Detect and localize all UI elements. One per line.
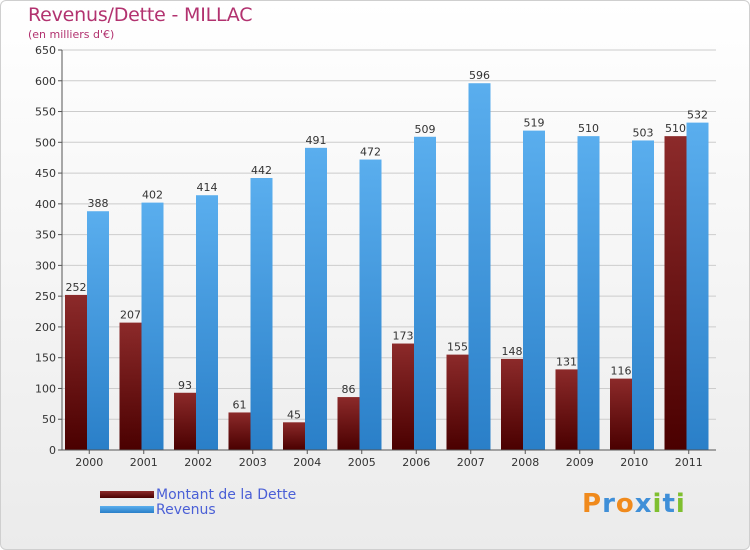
data-label: 596 [469,69,490,82]
y-tick-label: 400 [35,198,56,211]
x-tick-label: 2008 [511,456,539,469]
data-label: 491 [306,134,327,147]
bar-revenus [577,136,600,450]
bar-revenus [414,136,436,450]
bar-revenus [468,83,491,450]
data-label: 45 [287,408,301,421]
x-tick-label: 2002 [184,456,212,469]
data-label: 472 [360,146,381,159]
logo-letter: o [615,489,635,519]
y-tick-label: 100 [35,382,56,395]
bar-dette [664,136,687,450]
y-tick-label: 250 [35,290,56,303]
data-label: 116 [611,365,632,378]
bar-dette [392,343,414,450]
bar-revenus [87,211,109,450]
data-label: 519 [524,117,545,130]
proxiti-logo: Proxiti [582,489,686,519]
bar-dette [174,392,196,450]
x-tick-label: 2007 [457,456,485,469]
chart-title: Revenus/Dette - MILLAC [28,4,253,26]
x-tick-label: 2005 [348,456,376,469]
bar-revenus [359,159,382,451]
data-label: 61 [233,398,247,411]
bar-revenus [196,195,218,450]
x-tick-label: 2010 [620,456,648,469]
bar-revenus [686,122,709,450]
legend-item-revenus: Revenus [100,501,296,518]
bar-dette [337,397,360,450]
y-tick-label: 50 [42,413,56,426]
y-tick-label: 600 [35,75,56,88]
data-label: 86 [342,383,356,396]
y-tick-label: 150 [35,352,56,365]
data-label: 155 [447,341,468,354]
bar-revenus [632,140,654,450]
bar-dette [228,412,251,450]
y-tick-label: 550 [35,106,56,119]
logo-letter: i [675,489,686,519]
data-label: 532 [687,109,708,122]
y-tick-label: 0 [49,444,56,457]
data-label: 207 [120,309,141,322]
data-label: 442 [251,164,272,177]
y-tick-label: 500 [35,136,56,149]
bar-dette [501,358,523,450]
legend-label-revenus: Revenus [156,501,216,518]
data-label: 510 [578,122,599,135]
y-tick-label: 200 [35,321,56,334]
x-tick-label: 2006 [402,456,430,469]
data-label: 93 [178,379,192,392]
bar-revenus [141,202,164,450]
logo-letter: i [652,489,663,519]
logo-letter: x [634,489,653,519]
chart-subtitle: (en milliers d'€) [28,28,115,41]
data-label: 510 [665,122,686,135]
x-tick-label: 2004 [293,456,321,469]
bar-revenus [523,130,545,450]
logo-letter: P [582,489,603,519]
data-label: 414 [197,181,218,194]
data-label: 252 [66,281,87,294]
logo-letter: r [602,489,616,519]
bar-dette [555,369,578,450]
legend-label-debt: Montant de la Dette [156,486,297,503]
legend-item-debt: Montant de la Dette [100,486,297,503]
bar-revenus [305,147,327,450]
y-tick-label: 350 [35,229,56,242]
x-tick-label: 2003 [239,456,267,469]
x-tick-label: 2000 [75,456,103,469]
legend-swatch-debt [100,491,154,498]
y-tick-label: 650 [35,44,56,57]
bar-dette [283,422,305,450]
logo-letter: t [662,489,676,519]
bar-dette [610,378,632,450]
data-label: 503 [633,126,654,139]
bar-revenus [250,178,273,450]
x-tick-label: 2009 [566,456,594,469]
y-tick-label: 450 [35,167,56,180]
y-tick-label: 300 [35,259,56,272]
data-label: 148 [502,345,523,358]
x-tick-label: 2011 [675,456,703,469]
legend-swatch-revenus [100,506,154,513]
data-label: 402 [142,189,163,202]
legend: Montant de la Dette Revenus [100,486,297,518]
bar-dette [119,322,142,450]
data-label: 509 [415,123,436,136]
bar-dette [65,294,87,450]
bar-dette [446,354,469,450]
x-tick-label: 2001 [130,456,158,469]
data-label: 388 [88,197,109,210]
data-label: 173 [393,330,414,343]
data-label: 131 [556,355,577,368]
